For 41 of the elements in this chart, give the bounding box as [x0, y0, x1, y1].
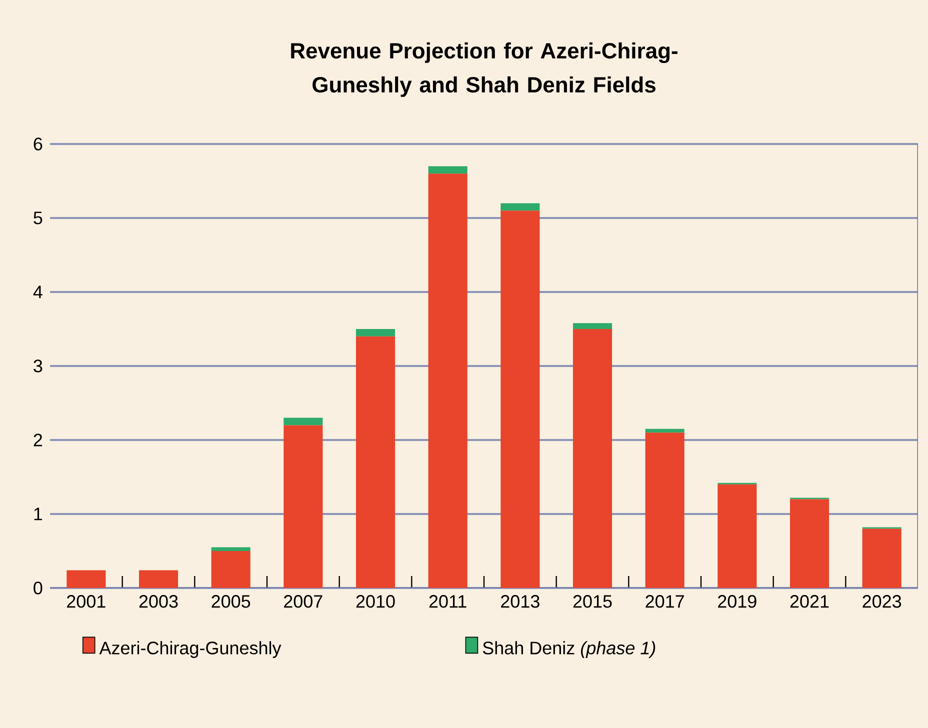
bar [356, 328, 396, 336]
bar [645, 432, 684, 588]
x-tick-label: 2013 [501, 595, 540, 608]
y-tick-label: 6 [34, 138, 42, 150]
bar [356, 336, 396, 588]
bar [572, 323, 612, 329]
x-tick-label: 2015 [573, 595, 612, 608]
x-tick-label: 2021 [790, 595, 829, 608]
x-tick-label: 2019 [718, 595, 756, 608]
bar [645, 428, 684, 433]
bar [718, 484, 757, 588]
x-tick-label: 2010 [356, 595, 395, 608]
y-tick-label: 2 [34, 434, 42, 446]
bar [284, 418, 323, 426]
y-tick-label: 4 [33, 286, 42, 298]
bar [138, 570, 178, 588]
chart-title: Revenue Projection for Azeri-Chirag-Guneshly and Shah Deniz Fields [291, 42, 678, 97]
bar [572, 328, 612, 588]
x-tick-label: 2023 [862, 595, 902, 608]
x-tick-label: 2005 [212, 595, 250, 608]
x-tick-label: 2011 [429, 595, 466, 608]
bar [211, 550, 250, 588]
x-tick-label: 2007 [284, 595, 322, 608]
legend-label: Azeri-Chirag-Guneshly [99, 641, 282, 658]
y-tick-label: 0 [34, 582, 42, 594]
bar [790, 499, 830, 588]
y-tick-label: 5 [34, 212, 42, 224]
bar [428, 174, 468, 588]
bar [428, 166, 468, 174]
x-tick-label: 2017 [646, 595, 684, 608]
bar [211, 547, 250, 551]
x-tick-label: 2001 [67, 595, 106, 608]
bar [862, 528, 902, 588]
bar [284, 425, 323, 588]
y-tick-label: 1 [34, 508, 42, 520]
legend-label: Shah Deniz (phase 1) [482, 641, 656, 658]
bar [500, 210, 540, 588]
bar [500, 203, 540, 211]
bar [66, 570, 106, 588]
x-tick-label: 2003 [139, 595, 178, 608]
y-tick-label: 3 [34, 360, 42, 372]
